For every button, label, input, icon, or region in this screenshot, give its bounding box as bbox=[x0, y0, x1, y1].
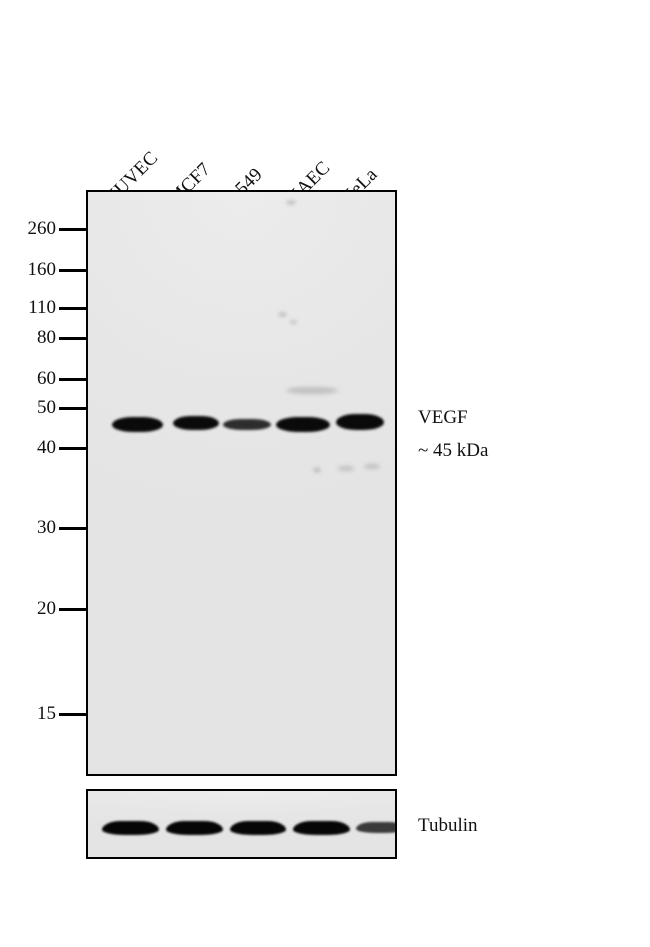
mw-marker-60: 60 bbox=[0, 368, 90, 390]
mw-tick-icon bbox=[59, 713, 89, 716]
mw-tick-icon bbox=[59, 608, 89, 611]
mw-tick-icon bbox=[59, 378, 89, 381]
vegf-blot-panel bbox=[86, 190, 397, 776]
faint-lower-band-hela bbox=[338, 466, 354, 471]
mw-marker-80: 80 bbox=[0, 327, 90, 349]
mw-marker-160: 160 bbox=[0, 259, 90, 281]
mw-marker-20: 20 bbox=[0, 598, 90, 620]
mw-tick-icon bbox=[59, 228, 89, 231]
nonspecific-smear-haec bbox=[286, 387, 338, 394]
mw-marker-15: 15 bbox=[0, 703, 90, 725]
mw-tick-icon bbox=[59, 527, 89, 530]
mw-marker-label: 40 bbox=[37, 437, 56, 458]
mw-marker-label: 50 bbox=[37, 397, 56, 418]
mw-marker-30: 30 bbox=[0, 517, 90, 539]
mw-marker-label: 110 bbox=[28, 297, 56, 318]
mw-marker-260: 260 bbox=[0, 218, 90, 240]
mw-marker-label: 15 bbox=[37, 703, 56, 724]
faint-lower-band-haec bbox=[313, 467, 321, 473]
vegf-band-huvec bbox=[112, 417, 163, 432]
vegf-band-a549 bbox=[223, 419, 271, 430]
tubulin-band-haec bbox=[293, 821, 350, 835]
mw-marker-label: 60 bbox=[37, 368, 56, 389]
tubulin-band-huvec bbox=[102, 821, 159, 835]
mw-marker-label: 80 bbox=[37, 327, 56, 348]
mw-marker-110: 110 bbox=[0, 297, 90, 319]
mw-marker-label: 260 bbox=[27, 218, 57, 239]
tubulin-band-hela bbox=[356, 822, 395, 833]
mw-tick-icon bbox=[59, 269, 89, 272]
vegf-mw-label: ~ 45 kDa bbox=[418, 440, 489, 461]
mw-marker-label: 20 bbox=[37, 598, 56, 619]
mw-marker-50: 50 bbox=[0, 397, 90, 419]
blot-artifact-speck bbox=[290, 320, 297, 324]
vegf-band-hela bbox=[336, 414, 384, 430]
blot-artifact-speck bbox=[278, 312, 287, 317]
mw-tick-icon bbox=[59, 307, 89, 310]
mw-marker-label: 30 bbox=[37, 517, 56, 538]
vegf-band-haec bbox=[276, 417, 330, 432]
faint-lower-band-extra bbox=[364, 464, 380, 469]
blot-artifact-speck bbox=[286, 200, 296, 205]
mw-marker-40: 40 bbox=[0, 437, 90, 459]
mw-tick-icon bbox=[59, 447, 89, 450]
vegf-target-label: VEGF bbox=[418, 407, 468, 428]
mw-tick-icon bbox=[59, 407, 89, 410]
tubulin-band-a549 bbox=[230, 821, 286, 835]
mw-marker-label: 160 bbox=[27, 259, 57, 280]
tubulin-label: Tubulin bbox=[418, 815, 478, 836]
mw-tick-icon bbox=[59, 337, 89, 340]
blot-membrane-background bbox=[88, 192, 395, 774]
vegf-band-mcf7 bbox=[173, 416, 219, 430]
tubulin-band-mcf7 bbox=[166, 821, 223, 835]
tubulin-blot-panel bbox=[86, 789, 397, 859]
